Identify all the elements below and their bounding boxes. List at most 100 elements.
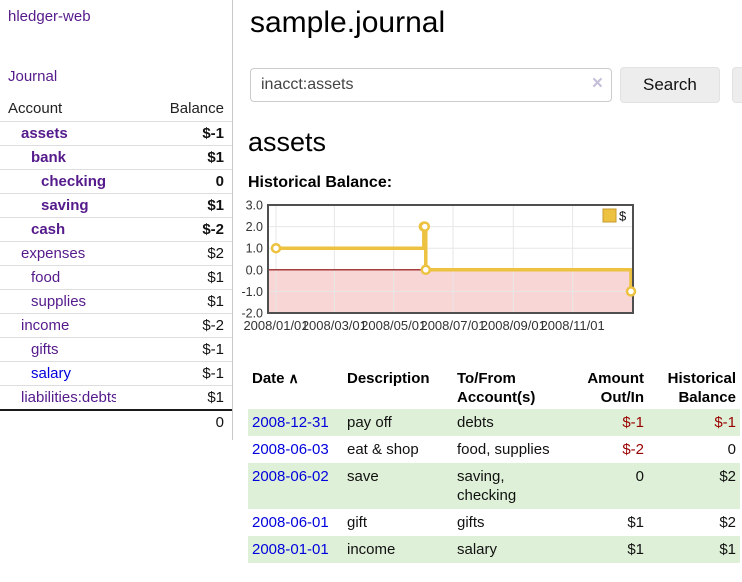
accounts-header-row: Account Balance <box>0 96 232 122</box>
search-form: × Search ? <box>250 67 742 103</box>
account-name-cell: gifts <box>0 337 116 362</box>
transaction-date-cell: 2008-12-31 <box>248 409 343 436</box>
register-col-accounts: To/From Account(s) <box>457 370 536 406</box>
sidebar-item-journal[interactable]: Journal <box>8 68 58 85</box>
account-link[interactable]: income <box>21 317 70 334</box>
y-tick-label: 0.0 <box>246 263 263 277</box>
search-button[interactable]: Search <box>620 67 720 103</box>
account-balance: 0 <box>116 169 232 194</box>
account-balance: $1 <box>116 265 232 290</box>
clear-search-icon[interactable]: × <box>591 73 603 94</box>
account-balance: $-2 <box>116 217 232 242</box>
transaction-date-link[interactable]: 2008-01-01 <box>252 541 329 558</box>
transaction-balance: $2 <box>719 514 736 531</box>
transaction-amount: $-1 <box>622 414 644 431</box>
account-name-cell: bank <box>0 145 116 170</box>
transaction-date-link[interactable]: 2008-12-31 <box>252 414 329 431</box>
account-balance: $-1 <box>202 125 224 142</box>
transaction-balance: 0 <box>727 441 736 458</box>
account-name-cell: checking <box>0 169 116 194</box>
transaction-date-link[interactable]: 2008-06-03 <box>252 441 329 458</box>
accounts-col-account: Account <box>0 96 116 122</box>
chart-canvas: $3.0 2.0 1.0 0.0 -1.0 -2.02008/01/012008/03/0… <box>241 199 637 333</box>
transaction-accounts: debts <box>457 414 494 431</box>
x-tick-label: 2008/05/01 <box>361 318 426 333</box>
accounts-table-body: assets $-1 bank $1 checking 0 saving $1 cash $-2 e… <box>0 122 232 410</box>
account-balance: $1 <box>116 193 232 218</box>
accounts-table: Account Balance assets $-1 bank $1 checking 0… <box>0 96 232 434</box>
accounts-total-balance: 0 <box>116 409 232 434</box>
search-input[interactable] <box>250 68 612 102</box>
account-name-cell: liabilities:debts <box>0 385 116 410</box>
transaction-balance: $1 <box>719 541 736 558</box>
account-name-cell: saving <box>0 193 116 218</box>
transaction-accounts: salary <box>457 541 498 558</box>
account-row: expenses $2 <box>0 241 232 266</box>
register-table: Date ∧ Description To/From Account(s) Amo… <box>248 367 740 563</box>
sort-asc-icon: ∧ <box>288 370 299 386</box>
account-link[interactable]: liabilities:debts <box>21 389 116 406</box>
help-button[interactable]: ? <box>731 67 742 103</box>
account-row: checking 0 <box>0 169 232 194</box>
account-link[interactable]: gifts <box>31 341 59 358</box>
y-tick-label: 3.0 <box>246 200 263 213</box>
transaction-amount: $-2 <box>622 441 644 458</box>
transaction-date-cell: 2008-06-03 <box>248 436 343 463</box>
account-link[interactable]: checking <box>41 173 107 190</box>
account-row: supplies $1 <box>0 289 232 314</box>
accounts-total-row: 0 <box>0 409 232 434</box>
x-tick-label: 2008/07/01 <box>420 318 485 333</box>
account-link[interactable]: bank <box>31 149 67 166</box>
account-row: income $-2 <box>0 313 232 338</box>
sidebar: hledger-web Journal Account Balance asse… <box>0 0 233 440</box>
register-table-body: 2008-12-31 pay off debts $-1 $-1 2008-06-03 ea… <box>248 409 740 563</box>
transaction-description: gift <box>347 514 368 531</box>
account-link[interactable]: salary <box>31 365 72 382</box>
transaction-description: save <box>347 468 379 485</box>
accounts-total-spacer <box>0 409 116 434</box>
x-tick-label: 2008/11/01 <box>541 318 605 333</box>
account-name-cell: expenses <box>0 241 116 266</box>
account-link[interactable]: food <box>31 269 61 286</box>
account-row: assets $-1 <box>0 122 232 146</box>
transaction-accounts: food, supplies <box>457 441 550 458</box>
account-row: saving $1 <box>0 193 232 218</box>
app-title-link[interactable]: hledger-web <box>8 8 91 25</box>
transaction-date-cell: 2008-01-01 <box>248 536 343 563</box>
y-tick-label: 1.0 <box>246 242 263 256</box>
account-name-cell: salary <box>0 361 116 386</box>
transaction-date-cell: 2008-06-01 <box>248 509 343 536</box>
register-col-date-label: Date <box>252 370 285 387</box>
transaction-amount: 0 <box>635 468 644 485</box>
account-balance: $-1 <box>116 337 232 362</box>
account-balance: $2 <box>116 241 232 266</box>
register-col-balance: Historical Balance <box>667 370 736 406</box>
account-name-cell: assets <box>0 122 116 146</box>
accounts-col-balance: Balance <box>116 96 232 122</box>
account-balance: $-1 <box>116 361 232 386</box>
page-title: sample.journal <box>250 6 446 39</box>
account-row: food $1 <box>0 265 232 290</box>
transaction-balance: $2 <box>719 468 736 485</box>
y-tick-label: 2.0 <box>246 220 263 234</box>
transaction-description: pay off <box>347 414 392 431</box>
transaction-accounts: saving, checking <box>457 468 517 504</box>
chart-label: Historical Balance: <box>248 174 393 191</box>
register-col-date[interactable]: Date ∧ <box>248 367 343 409</box>
account-balance: $1 <box>116 289 232 314</box>
main-content: sample.journal × Search ? assets Histori… <box>241 0 742 563</box>
account-page-title: assets <box>248 127 327 157</box>
x-tick-label: 2008/03/01 <box>302 318 367 333</box>
register-header-row: Date ∧ Description To/From Account(s) Amo… <box>248 367 740 409</box>
y-tick-label: -2.0 <box>242 307 263 321</box>
account-link[interactable]: expenses <box>21 245 86 262</box>
transaction-date-link[interactable]: 2008-06-02 <box>252 468 329 485</box>
account-name-cell: food <box>0 265 116 290</box>
account-link[interactable]: supplies <box>31 293 87 310</box>
account-link[interactable]: assets <box>21 125 68 142</box>
account-link[interactable]: saving <box>41 197 89 214</box>
account-link[interactable]: cash <box>31 221 66 238</box>
account-row: salary $-1 <box>0 361 232 386</box>
account-row: gifts $-1 <box>0 337 232 362</box>
transaction-date-link[interactable]: 2008-06-01 <box>252 514 329 531</box>
